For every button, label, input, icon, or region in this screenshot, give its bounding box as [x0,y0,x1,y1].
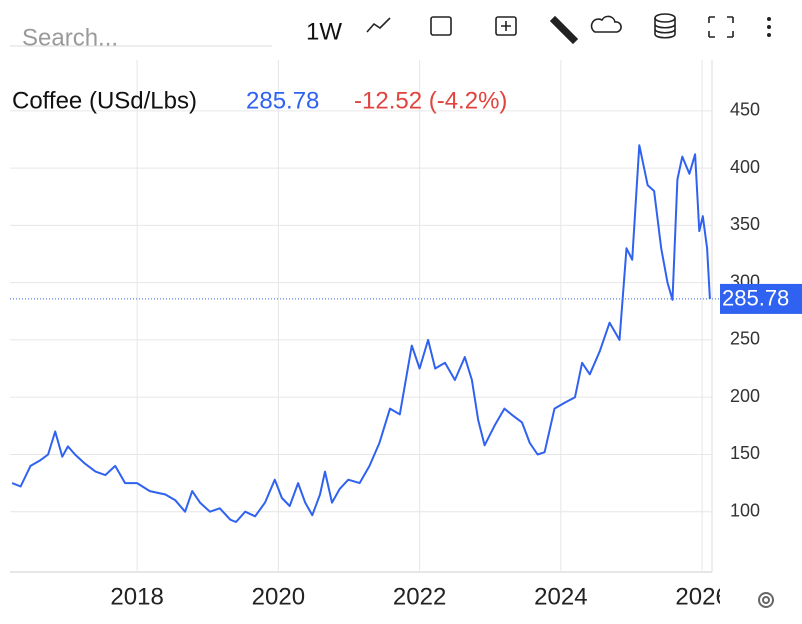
x-tick-label: 2024 [534,583,587,610]
y-tick-label: 450 [730,100,760,120]
add-icon[interactable] [495,16,517,36]
last-price-label: 285.78 [722,286,789,311]
x-tick-label: 2020 [252,583,305,610]
y-tick-label: 200 [730,386,760,406]
x-tick-label: 2018 [110,583,163,610]
menu-icon[interactable] [767,17,771,37]
data-icon[interactable] [654,13,676,23]
price-line [11,144,711,523]
settings-icon[interactable] [758,592,774,608]
x-tick-label: 2026 [675,583,728,610]
y-tick-label: 250 [730,329,760,349]
y-tick-label: 100 [730,500,760,520]
toolbar-icons [366,13,771,45]
x-tick-label: 2022 [393,583,446,610]
range-button[interactable]: 1W [306,18,342,45]
fullscreen-icon[interactable] [708,16,734,38]
last-price-box [720,283,802,314]
line-icon[interactable] [366,17,391,33]
search-input[interactable]: Search... [22,24,118,51]
calendar-icon[interactable] [430,16,452,36]
y-tick-label: 400 [730,157,760,177]
price: 285.78 [246,87,319,114]
chart-title: Coffee (USd/Lbs) [12,87,197,114]
price-change: -12.52 (-4.2%) [354,87,507,114]
y-tick-label: 150 [730,443,760,463]
y-tick-label: 350 [730,214,760,234]
download-icon[interactable] [590,15,622,33]
tools-icon[interactable] [549,15,579,45]
